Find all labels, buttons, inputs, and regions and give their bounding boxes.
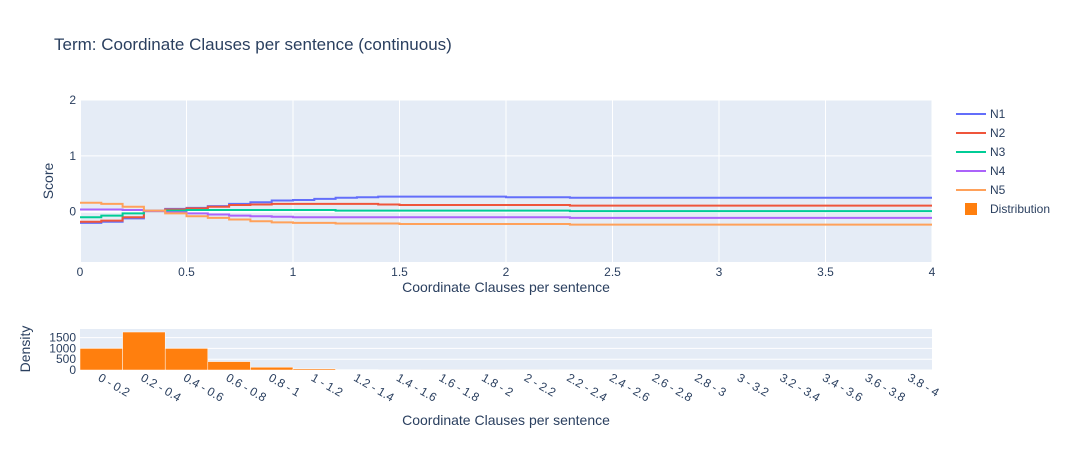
score-y-tick-label: 1 <box>69 149 76 163</box>
legend-label: N1 <box>990 107 1006 121</box>
density-x-tick-label: 1.2 - 1.4 <box>351 370 396 404</box>
legend-item-n3[interactable]: N3 <box>956 145 1006 159</box>
density-x-tick-label: 0.8 - 1 <box>266 370 303 399</box>
density-x-tick-label: 2 - 2.2 <box>522 370 559 399</box>
density-x-tick-label: 3.2 - 3.4 <box>777 370 822 404</box>
density-bar <box>80 348 123 370</box>
score-x-tick-label: 2.5 <box>604 265 621 279</box>
density-x-tick-label: 3.8 - 4 <box>905 370 942 399</box>
score-x-tick-label: 4 <box>929 265 936 279</box>
density-x-tick-label: 1.8 - 2 <box>479 370 516 399</box>
density-bar <box>208 362 251 370</box>
legend-label: Distribution <box>990 202 1050 216</box>
legend-swatch <box>965 203 977 215</box>
score-x-tick-label: 1.5 <box>391 265 408 279</box>
density-x-tick-label: 1 - 1.2 <box>309 370 346 399</box>
score-y-tick-label: 2 <box>69 93 76 107</box>
score-x-tick-label: 3.5 <box>817 265 834 279</box>
density-x-tick-label: 3.6 - 3.8 <box>863 370 908 404</box>
score-x-tick-labels: 0 0.5 1 1.5 2 2.5 3 3.5 4 <box>77 265 936 279</box>
score-x-tick-label: 1 <box>290 265 297 279</box>
density-y-axis-label: Density <box>17 326 33 373</box>
density-x-tick-label: 0.4 - 0.6 <box>181 370 226 404</box>
legend-item-n4[interactable]: N4 <box>956 164 1006 178</box>
score-x-tick-label: 0 <box>77 265 84 279</box>
score-x-tick-label: 2 <box>503 265 510 279</box>
density-bar <box>293 369 336 370</box>
density-x-tick-label: 1.6 - 1.8 <box>437 370 482 404</box>
legend: N1 N2 N3 N4 N5 Distribution <box>956 107 1050 216</box>
density-x-tick-label: 2.4 - 2.6 <box>607 370 652 404</box>
chart-title: Term: Coordinate Clauses per sentence (c… <box>54 35 452 54</box>
legend-label: N3 <box>990 145 1006 159</box>
density-x-tick-label: 2.6 - 2.8 <box>650 370 695 404</box>
density-x-axis-label: Coordinate Clauses per sentence <box>402 412 610 428</box>
score-y-tick-labels: 0 1 2 <box>69 93 76 219</box>
legend-item-n2[interactable]: N2 <box>956 126 1006 140</box>
density-bar <box>165 348 208 370</box>
score-y-tick-label: 0 <box>69 205 76 219</box>
density-x-tick-label: 0 - 0.2 <box>96 370 133 399</box>
density-x-tick-label: 2.8 - 3 <box>692 370 729 399</box>
score-plot: 0 1 2 0 0.5 1 1.5 2 2.5 3 3.5 4 Coordinate Clauses… <box>40 93 936 295</box>
score-x-axis-label: Coordinate Clauses per sentence <box>402 279 610 295</box>
legend-item-distribution[interactable]: Distribution <box>965 202 1050 216</box>
density-x-tick-label: 1.4 - 1.6 <box>394 370 439 404</box>
legend-label: N4 <box>990 164 1006 178</box>
density-x-tick-label: 0.6 - 0.8 <box>224 370 269 404</box>
legend-item-n1[interactable]: N1 <box>956 107 1006 121</box>
density-x-tick-label: 0.2 - 0.4 <box>138 370 183 404</box>
density-x-tick-label: 3.4 - 3.6 <box>820 370 865 404</box>
score-x-tick-label: 3 <box>716 265 723 279</box>
legend-item-n5[interactable]: N5 <box>956 183 1006 197</box>
legend-label: N2 <box>990 126 1006 140</box>
density-x-tick-label: 2.2 - 2.4 <box>564 370 609 404</box>
legend-label: N5 <box>990 183 1006 197</box>
score-y-axis-label: Score <box>40 163 56 200</box>
density-bar <box>250 367 293 370</box>
density-x-tick-label: 3 - 3.2 <box>735 370 772 399</box>
score-x-tick-label: 0.5 <box>178 265 195 279</box>
density-y-tick-label: 1500 <box>49 331 76 345</box>
density-bar <box>123 332 166 370</box>
